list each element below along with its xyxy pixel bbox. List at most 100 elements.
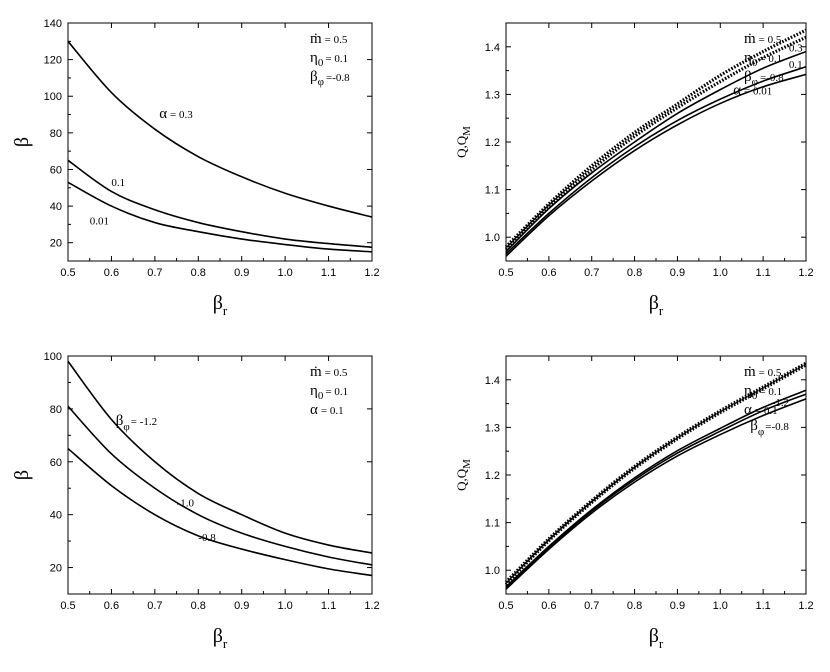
y-tick-label: 40	[50, 510, 62, 522]
x-tick-label: 0.9	[670, 267, 685, 279]
curve-label: 0.01	[90, 215, 109, 227]
param-value: = 0.1	[759, 53, 782, 65]
series-line-2	[504, 363, 807, 586]
x-tick-label: 0.5	[498, 267, 513, 279]
curve-label-symbol: β	[750, 418, 758, 434]
x-tick-label: 1.0	[713, 600, 728, 612]
curve-label-value: = 0.3	[170, 109, 193, 121]
curve-label-symbol: α	[159, 106, 167, 122]
x-tick-label: 0.5	[60, 267, 75, 279]
y-axis-label-sub: M	[461, 126, 473, 136]
curve-label: -1.0	[177, 498, 195, 510]
y-tick-label: 1.2	[485, 137, 500, 149]
y-tick-label: 1.0	[485, 232, 500, 244]
param-subscript: 0	[318, 57, 324, 69]
y-axis-label: β	[11, 470, 33, 480]
curve-label: βφ=-0.8	[750, 418, 789, 438]
x-tick-label: 1.0	[277, 267, 292, 279]
curve-label: -1.2	[772, 397, 789, 409]
x-axis-label-sub: r	[659, 636, 664, 651]
param-subscript: φ	[318, 76, 324, 88]
series-line-3	[67, 447, 373, 577]
param-subscript: 0	[752, 57, 758, 69]
curve-label-symbol: β	[116, 413, 124, 429]
y-axis-label-sub: M	[461, 459, 473, 469]
y-tick-label: 1.1	[485, 518, 500, 530]
x-tick-label: 1.2	[364, 600, 379, 612]
param-value: = 0.5	[325, 367, 348, 379]
series-line-3	[67, 181, 373, 253]
x-tick-label: 0.9	[234, 267, 249, 279]
param-symbol: ṁ = 0.5	[744, 31, 782, 47]
x-tick-label: 0.8	[191, 267, 206, 279]
y-tick-label: 1.4	[485, 375, 500, 387]
y-tick-label: 1.3	[485, 89, 500, 101]
param-value: = 0.1	[755, 405, 778, 417]
chart-panel-2: 0.5 0.6 0.7 0.8 0.9 1.0 1.1 1.2 1.0 1.1 1.2 1.3 1.4 β…	[454, 22, 814, 318]
series-line-4	[505, 393, 807, 589]
y-tick-label: 80	[50, 404, 62, 416]
param-subscript: 0	[752, 390, 758, 402]
param-symbol: ṁ = 0.5	[310, 364, 348, 380]
param-value: = 0.5	[759, 34, 782, 46]
x-axis-label: βr	[213, 292, 228, 318]
x-tick-label: 1.2	[798, 267, 813, 279]
x-tick-label: 0.6	[104, 267, 119, 279]
series-line-2	[504, 35, 807, 251]
param-symbol: α = 0.1	[310, 402, 344, 418]
x-tick-label: 0.7	[147, 267, 162, 279]
x-tick-label: 1.0	[713, 267, 728, 279]
series-line-5	[505, 73, 807, 257]
y-tick-label: 60	[50, 164, 62, 176]
param-subscript: φ	[752, 76, 758, 88]
x-tick-label: 1.2	[798, 600, 813, 612]
series-line-4	[505, 66, 807, 255]
param-value: = 0.1	[325, 53, 348, 65]
param-symbol: βφ =-0.8	[310, 69, 350, 88]
param-symbol: ṁ = 0.5	[744, 364, 782, 380]
x-tick-label: 0.5	[498, 600, 513, 612]
series-line-1	[504, 28, 807, 248]
curve-label-value: =-0.8	[765, 421, 789, 433]
series-line-2	[67, 159, 373, 249]
param-value: = 0.1	[325, 386, 348, 398]
param-value: =-0.8	[760, 72, 784, 84]
curve-label: 0.1	[111, 177, 125, 189]
series-line-3	[505, 50, 807, 253]
y-tick-label: 140	[44, 18, 62, 30]
param-symbol: η0 = 0.1	[310, 50, 348, 69]
param-value: = 0.1	[321, 405, 344, 417]
x-tick-label: 1.1	[755, 600, 770, 612]
y-tick-label: 1.4	[485, 42, 500, 54]
curve-label: 0.1	[789, 59, 803, 71]
x-tick-label: 1.2	[364, 267, 379, 279]
y-tick-label: 1.2	[485, 470, 500, 482]
y-tick-label: 100	[44, 351, 62, 363]
series-line-1	[504, 361, 807, 584]
y-tick-label: 20	[50, 238, 62, 250]
x-tick-label: 0.5	[60, 600, 75, 612]
x-axis-label: βr	[213, 625, 228, 651]
x-tick-label: 0.7	[584, 600, 599, 612]
x-tick-label: 1.1	[321, 267, 336, 279]
x-tick-label: 1.0	[277, 600, 292, 612]
x-tick-label: 0.6	[541, 600, 556, 612]
x-axis-label-sub: r	[659, 303, 664, 318]
param-value: =-0.8	[326, 72, 350, 84]
y-tick-label: 80	[50, 128, 62, 140]
x-axis-label-sub: r	[223, 636, 228, 651]
x-tick-label: 0.9	[234, 600, 249, 612]
x-tick-label: 0.8	[627, 600, 642, 612]
curve-label-value: = 0.01	[744, 85, 772, 97]
x-axis-label: βr	[649, 292, 664, 318]
curve-label-value: = -1.2	[131, 416, 157, 428]
chart-panel-1: 0.5 0.6 0.7 0.8 0.9 1.0 1.1 1.2 20 40 60 80 100 120 14…	[11, 18, 380, 318]
curve-label-symbol: α	[733, 82, 741, 98]
curve-label: 0.3	[789, 43, 803, 55]
y-axis-label: β	[11, 137, 33, 147]
y-axis-label: Q,QM	[454, 126, 473, 158]
y-tick-label: 20	[50, 563, 62, 575]
series-line-3	[505, 389, 807, 588]
